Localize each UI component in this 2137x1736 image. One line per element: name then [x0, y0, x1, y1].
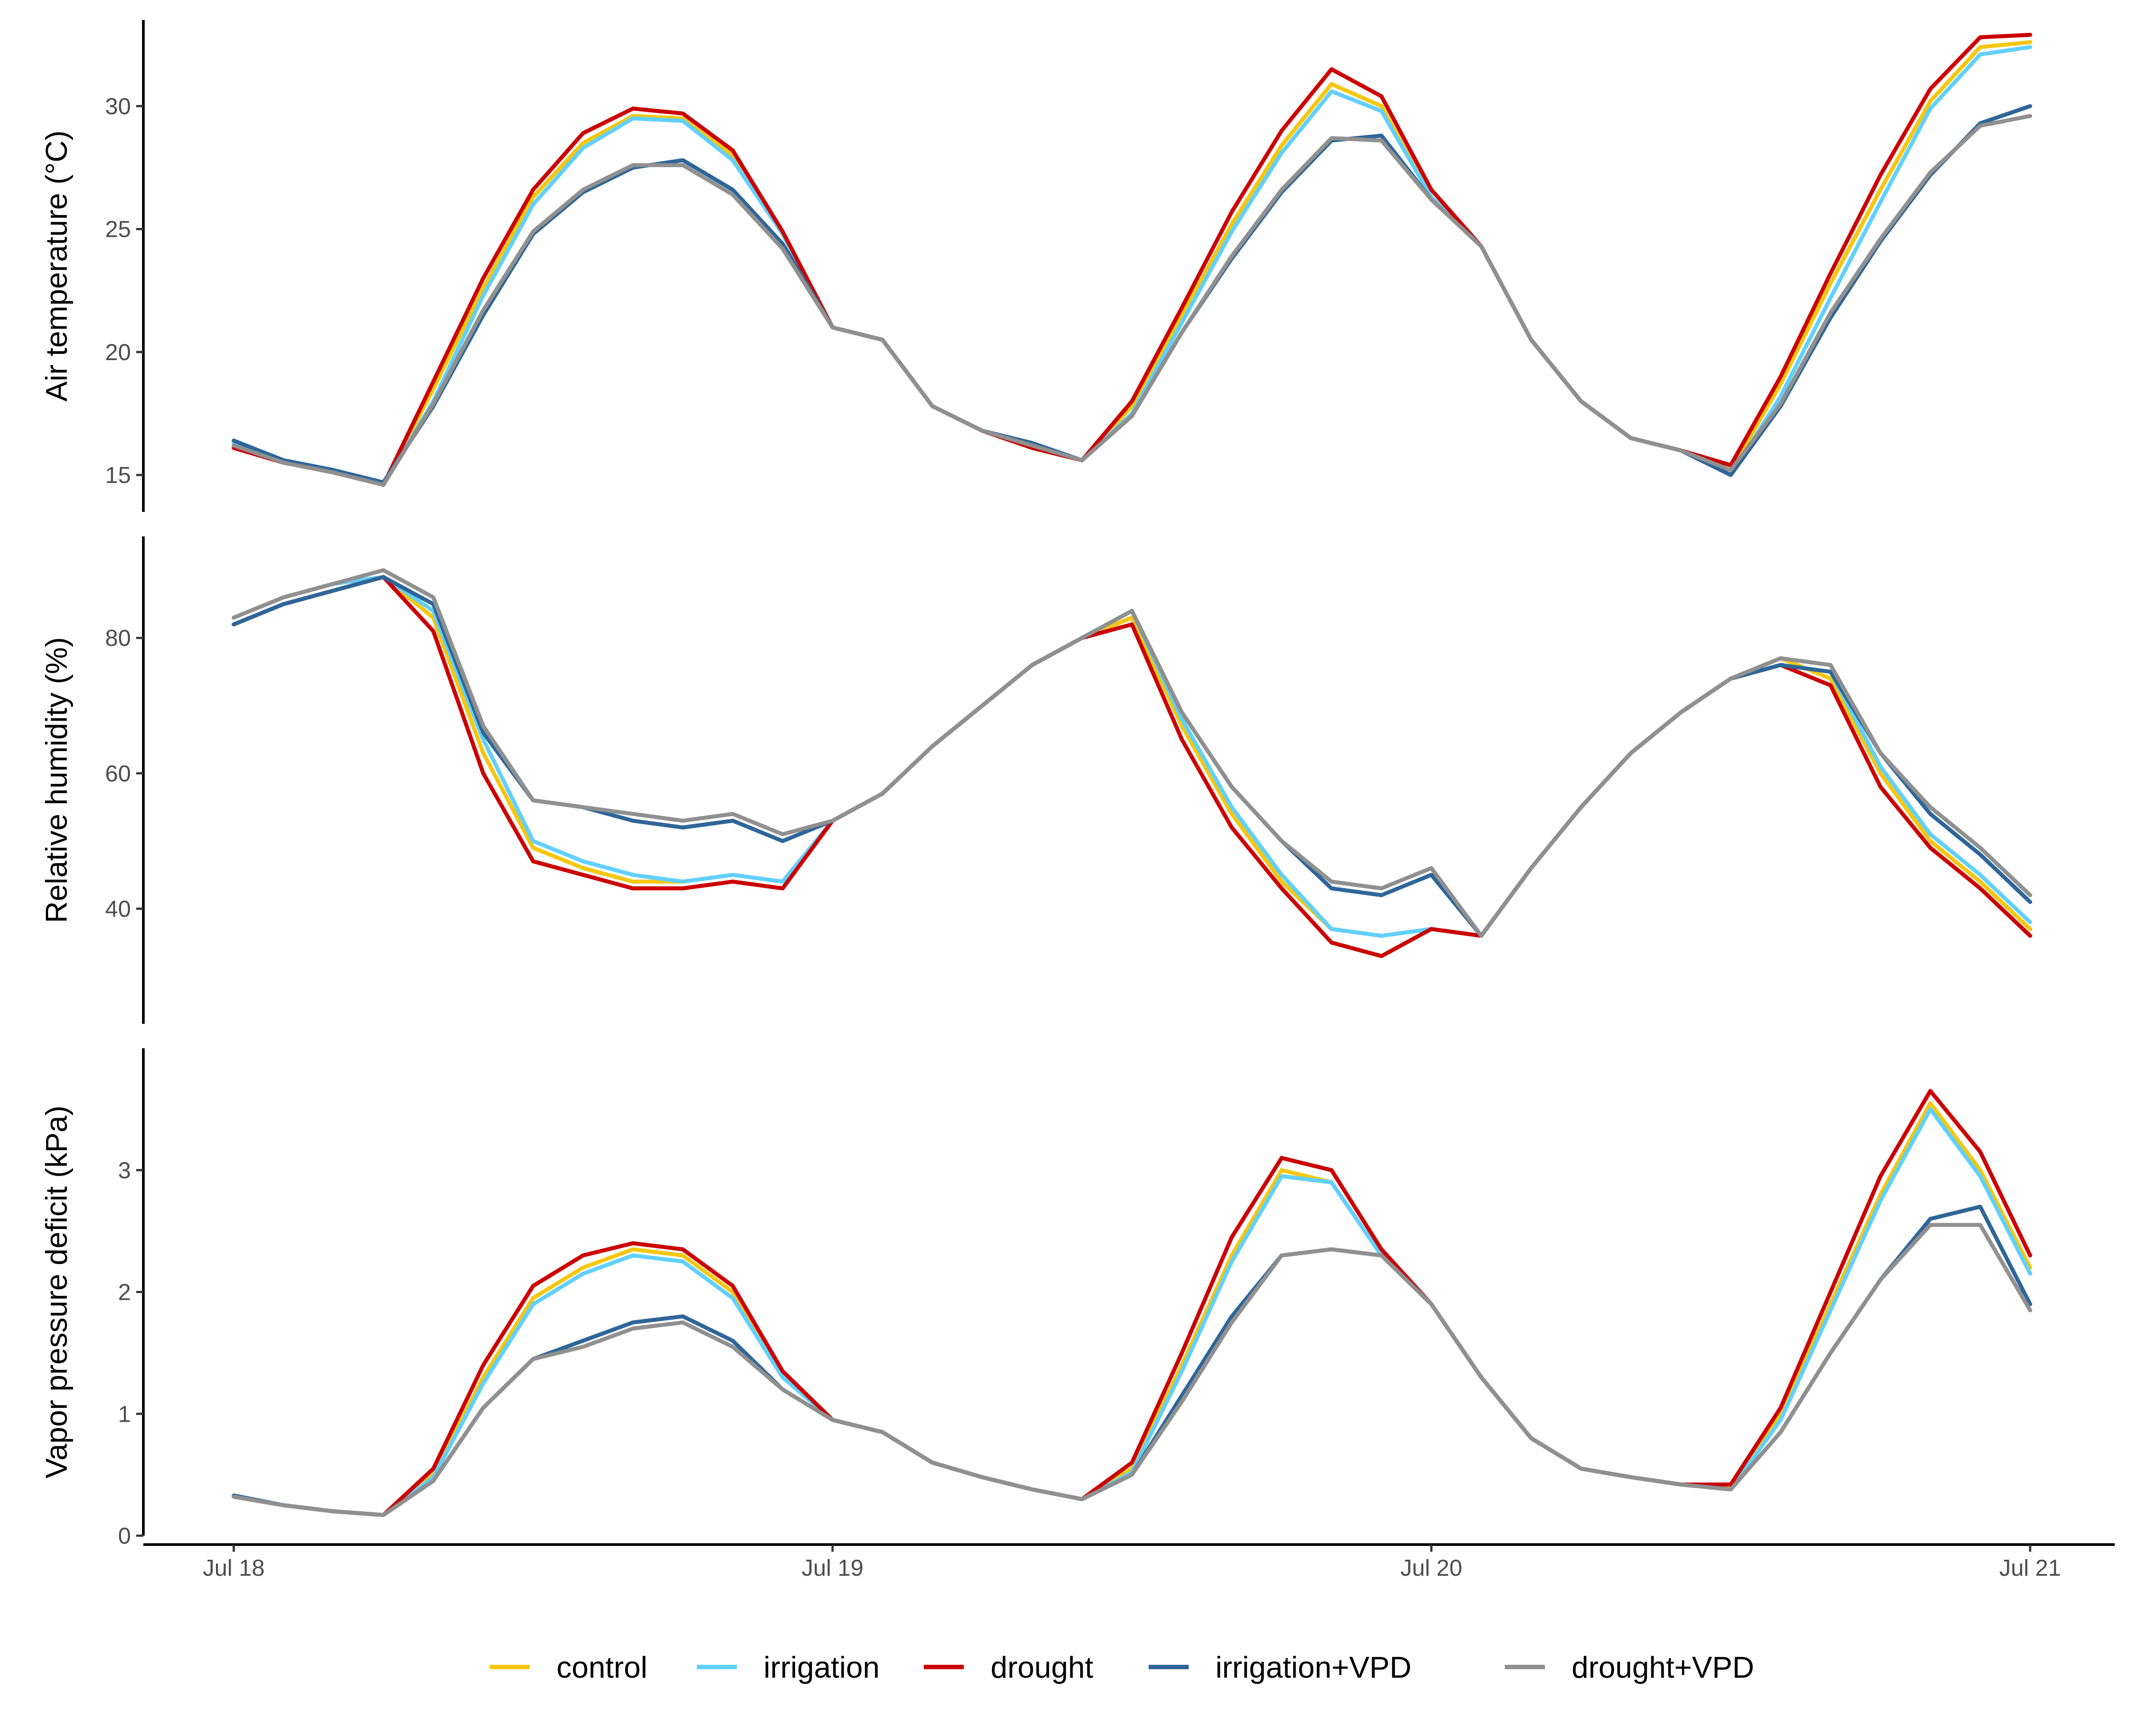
panel-1: 15 20 25 30 Air temperature (°C)	[40, 20, 2032, 512]
y-tick-label: 2	[118, 1280, 131, 1306]
y-axis-title: Relative humidity (%)	[40, 637, 73, 923]
legend-label: drought	[991, 1651, 1093, 1684]
x-tick-label: Jul 19	[802, 1555, 864, 1581]
y-tick-label: 15	[105, 462, 131, 488]
legend-label: irrigation+VPD	[1215, 1651, 1411, 1684]
panel-3: 0 1 2 3 Vapor pressure deficit (kPa)	[40, 1048, 2032, 1549]
series-line-drought	[232, 575, 2032, 958]
y-tick-label: 30	[105, 93, 131, 119]
series-line-drought-vpd	[232, 114, 2032, 487]
y-tick-label: 25	[105, 217, 131, 243]
x-tick-label: Jul 18	[203, 1555, 265, 1581]
y-tick-label: 20	[105, 340, 131, 365]
series-line-drought-vpd	[232, 568, 2032, 938]
y-axis-title: Vapor pressure deficit (kPa)	[40, 1106, 73, 1479]
legend-item-irrigation: irrigation	[697, 1651, 880, 1684]
series-line-drought	[232, 1089, 2032, 1517]
y-tick-label: 40	[105, 896, 131, 922]
legend-label: control	[557, 1651, 647, 1684]
legend-item-drought-vpd: drought+VPD	[1505, 1651, 1754, 1684]
series-line-drought	[232, 32, 2032, 487]
x-tick-label: Jul 20	[1401, 1555, 1463, 1581]
y-tick-label: 60	[105, 761, 131, 787]
legend-item-irrigation-vpd: irrigation+VPD	[1149, 1651, 1411, 1684]
y-tick-label: 80	[105, 625, 131, 651]
series-line-drought-vpd	[232, 1223, 2032, 1517]
y-tick-label: 3	[118, 1158, 131, 1184]
y-axis-title: Air temperature (°C)	[40, 130, 73, 402]
y-tick-label: 1	[118, 1401, 131, 1427]
legend-label: irrigation	[764, 1651, 880, 1684]
panel-2: 40 60 80 Relative humidity (%)	[40, 536, 2032, 1024]
legend-item-drought: drought	[924, 1651, 1093, 1684]
x-tick-label: Jul 21	[1999, 1555, 2061, 1581]
x-axis: Jul 18 Jul 19 Jul 20 Jul 21	[143, 1543, 2115, 1581]
legend: control irrigation drought irrigation+VPD dr…	[490, 1651, 1754, 1684]
legend-label: drought+VPD	[1572, 1651, 1754, 1684]
legend-item-control: control	[490, 1651, 647, 1684]
y-tick-label: 0	[118, 1523, 131, 1549]
